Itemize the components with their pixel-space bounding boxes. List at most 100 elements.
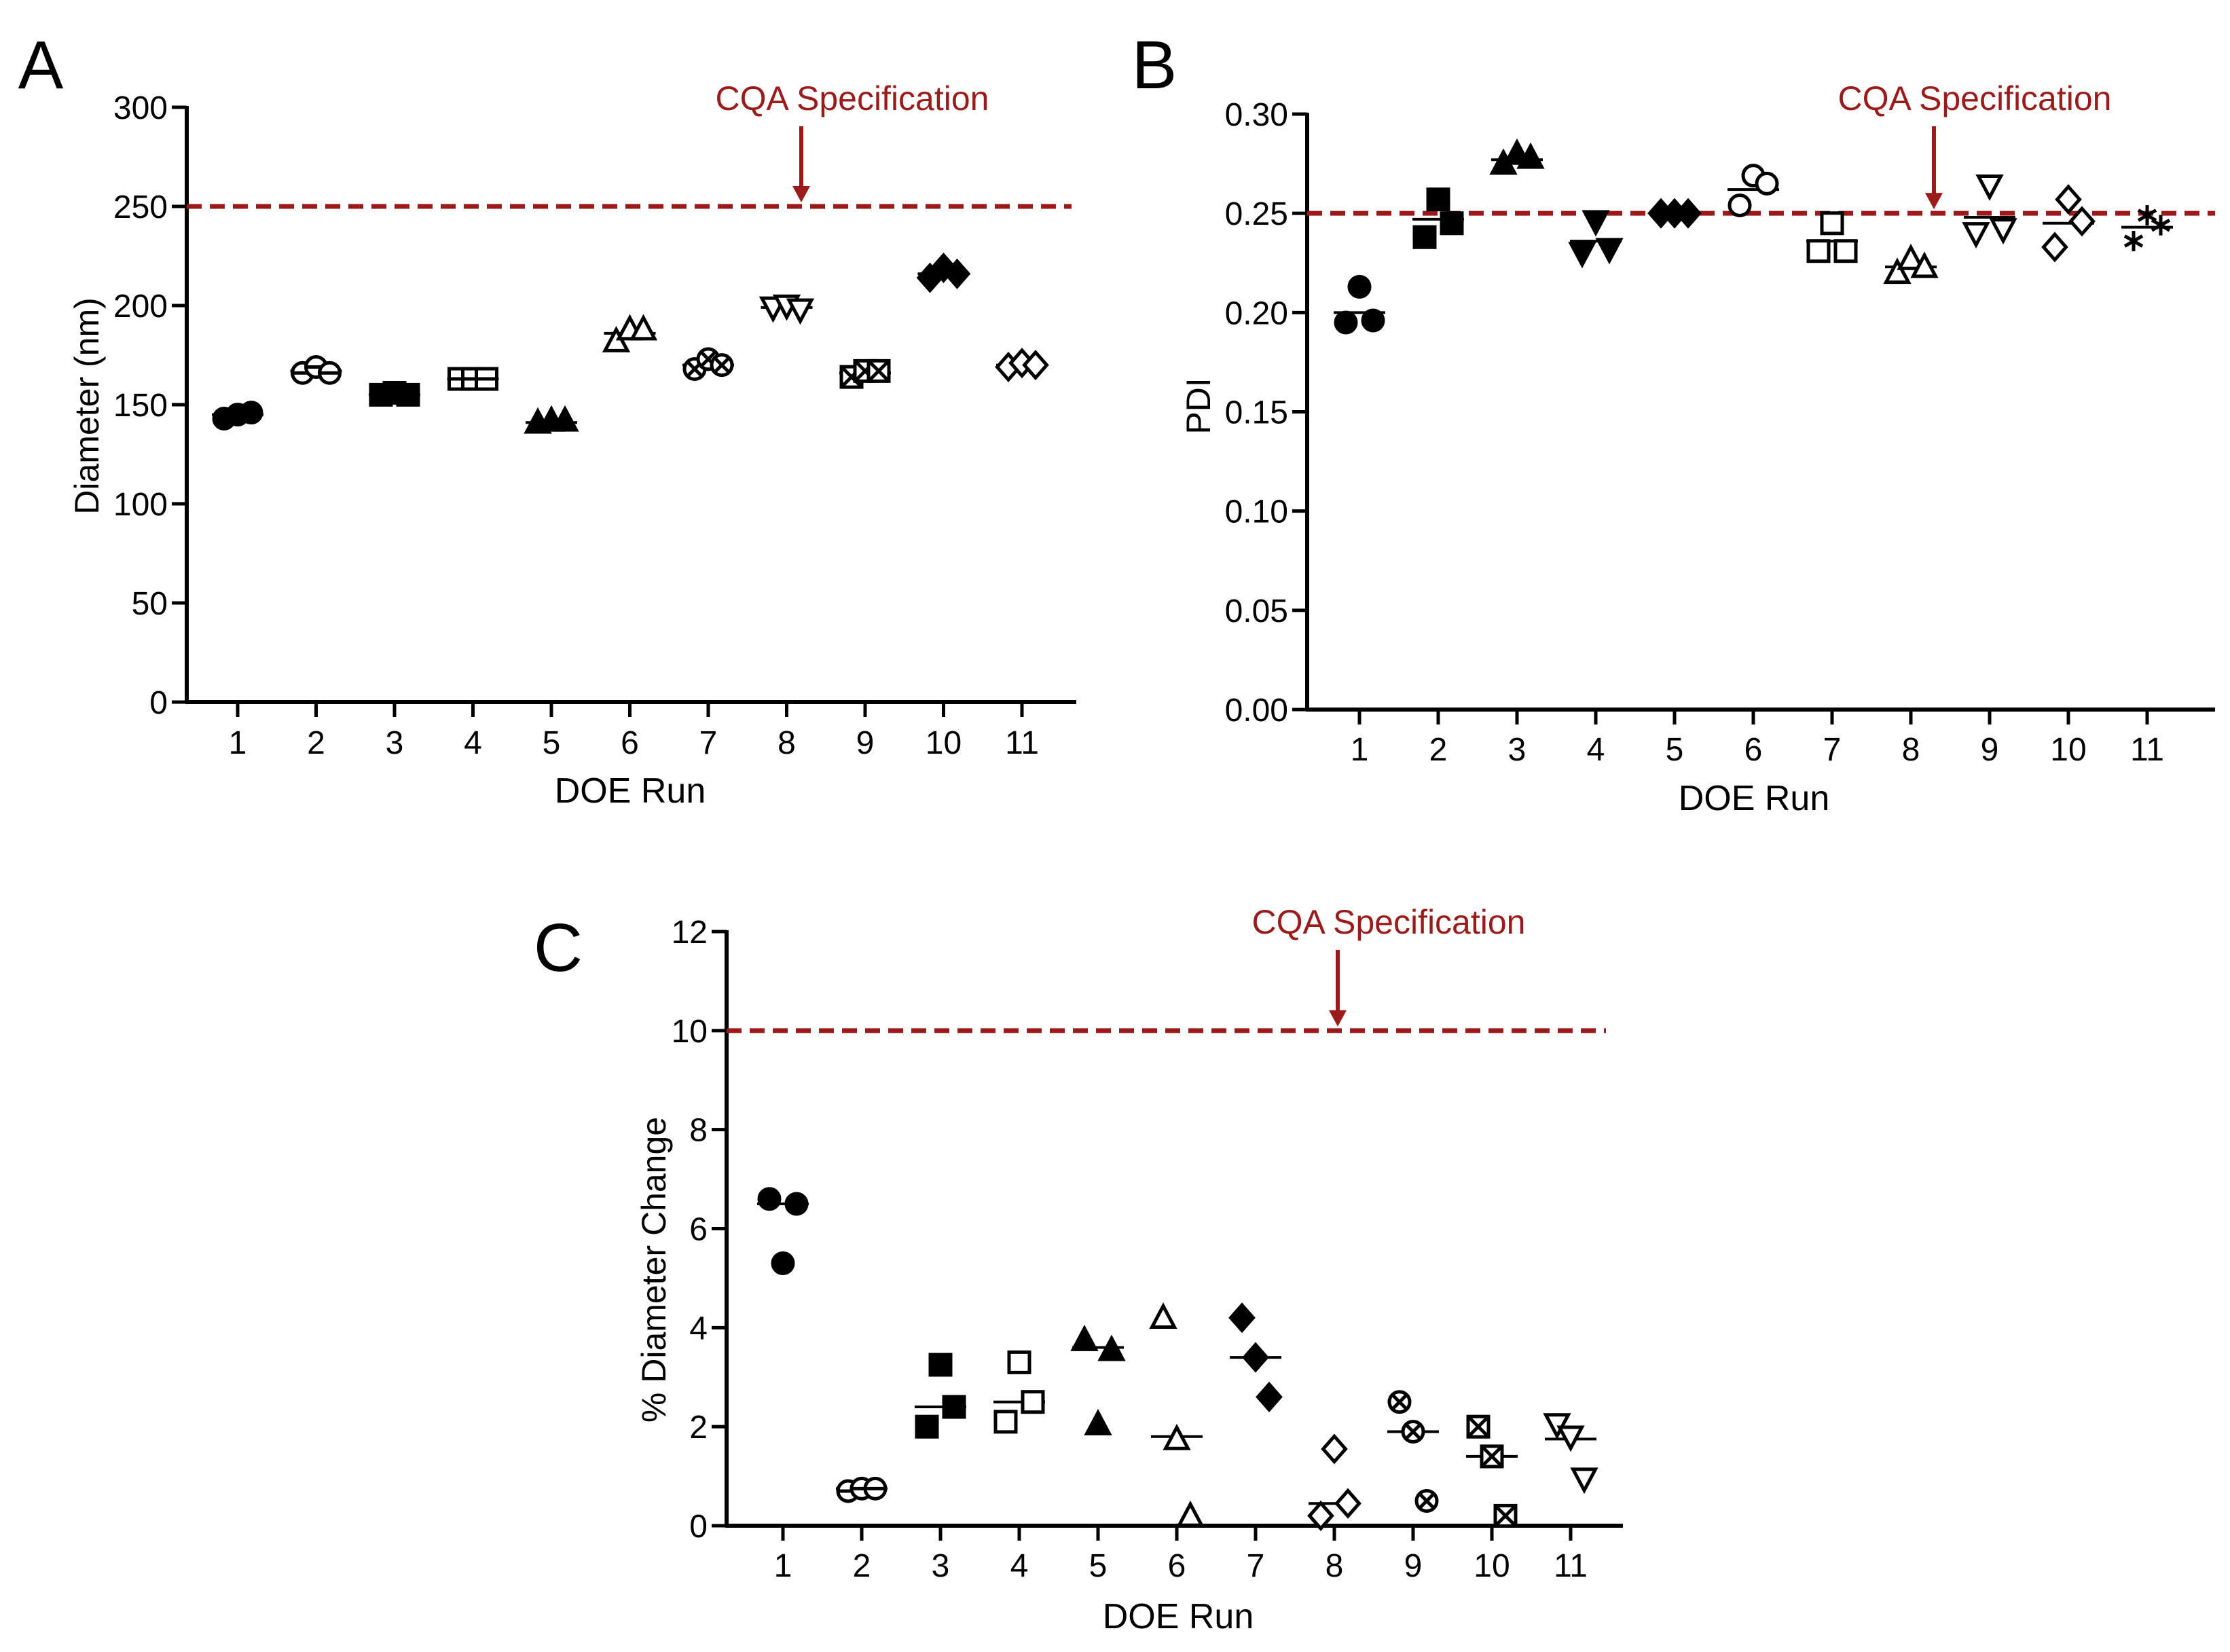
x-tick-label: 8 [1902, 732, 1920, 768]
y-tick-label: 200 [113, 289, 168, 325]
y-tick-label: 10 [672, 1014, 708, 1050]
panel-b: B PDI DOE Run CQA Specification 0.00 0.05… [1132, 27, 2215, 818]
panel-letter: C [534, 910, 583, 986]
data-point [2151, 215, 2171, 236]
data-point [1543, 1413, 1571, 1440]
data-point [915, 1414, 939, 1439]
x-tick-label: 5 [543, 725, 561, 761]
data-point [1516, 142, 1545, 169]
data-point [1401, 1419, 1425, 1444]
data-point [1070, 1324, 1099, 1351]
y-tick-label: 8 [689, 1113, 708, 1149]
x-axis-label: DOE Run [1679, 779, 1830, 818]
y-tick-label: 300 [113, 90, 168, 126]
x-tick-label: 6 [1168, 1548, 1186, 1584]
data-point [1149, 1302, 1177, 1329]
x-tick-label: 2 [307, 725, 325, 761]
data-point [1007, 1350, 1031, 1374]
data-point [784, 1192, 809, 1216]
y-tick-label: 0.30 [1225, 97, 1288, 133]
x-tick-label: 9 [856, 725, 875, 761]
x-tick-label: 4 [464, 725, 482, 761]
data-point [942, 1395, 966, 1419]
data-point [1466, 1414, 1491, 1439]
x-tick-label: 3 [386, 725, 404, 761]
data-point [239, 401, 263, 425]
y-tick-label: 0.05 [1225, 593, 1288, 629]
y-tick-label: 0 [689, 1509, 708, 1545]
data-point [928, 1353, 953, 1377]
y-tick-label: 250 [113, 189, 168, 225]
data-point [1228, 1302, 1256, 1334]
data-point [1387, 1390, 1412, 1414]
data-point [1675, 198, 1702, 229]
x-tick-label: 10 [926, 725, 962, 761]
y-tick-label: 0.10 [1225, 494, 1288, 530]
panel-letter: A [18, 27, 64, 103]
y-tick-label: 4 [689, 1310, 708, 1346]
data-point [475, 367, 498, 391]
data-point [1480, 1444, 1504, 1469]
x-tick-label: 4 [1010, 1548, 1029, 1584]
data-point [1321, 1433, 1348, 1465]
data-point [1084, 1408, 1112, 1435]
data-point [1426, 187, 1450, 212]
spec-annotation: CQA Specification [716, 79, 989, 117]
y-tick-label: 6 [689, 1212, 708, 1248]
x-tick-label: 1 [774, 1548, 792, 1584]
y-axis-label: % Diameter Change [635, 1117, 673, 1422]
data-point [1962, 222, 1990, 249]
data-point [757, 1187, 782, 1211]
data-point [551, 405, 579, 432]
spec-annotation: CQA Specification [1838, 79, 2112, 117]
data-point [1256, 1381, 1283, 1412]
data-point [318, 361, 342, 385]
data-point [629, 314, 658, 341]
data-point [1163, 1423, 1191, 1450]
data-point [1334, 310, 1358, 335]
panel-letter: B [1132, 27, 1177, 103]
x-tick-label: 8 [1326, 1548, 1344, 1584]
x-tick-label: 5 [1089, 1548, 1108, 1584]
data-point [1570, 1467, 1598, 1494]
data-point [1568, 242, 1596, 269]
y-tick-label: 0.15 [1225, 395, 1288, 431]
data-point [1595, 238, 1624, 265]
x-tick-label: 10 [2050, 732, 2086, 768]
data-point [1176, 1500, 1205, 1527]
data-point [2137, 205, 2157, 226]
data-point [1022, 350, 1049, 381]
x-tick-label: 7 [1247, 1548, 1265, 1584]
data-point [1021, 1390, 1045, 1414]
data-point [710, 353, 734, 378]
data-point [2068, 206, 2096, 237]
data-point [1975, 174, 2004, 201]
spec-annotation: CQA Specification [1252, 903, 1526, 941]
data-point [1412, 225, 1437, 249]
data-point [1989, 218, 2017, 245]
x-tick-label: 6 [621, 725, 639, 761]
data-point [2041, 232, 2068, 263]
x-tick-label: 9 [1981, 732, 1999, 768]
data-point [943, 258, 971, 289]
data-point [1806, 239, 1831, 263]
x-tick-label: 11 [2130, 732, 2164, 768]
x-tick-label: 4 [1587, 732, 1605, 768]
y-axis-label: PDI [1180, 378, 1218, 434]
x-axis-label: DOE Run [555, 771, 706, 811]
spec-arrowhead [1329, 1010, 1347, 1027]
data-point [1307, 1500, 1334, 1531]
data-point [1097, 1334, 1126, 1361]
y-axis-label: Diameter (nm) [68, 297, 106, 514]
y-tick-label: 0.25 [1225, 196, 1288, 232]
data-point [1883, 257, 1912, 284]
panel-c: C % Diameter Change DOE Run CQA Specific… [534, 903, 1623, 1636]
x-tick-label: 7 [1823, 732, 1842, 768]
data-point [1242, 1342, 1269, 1373]
data-point [771, 1251, 795, 1276]
x-tick-label: 2 [1429, 732, 1448, 768]
y-tick-label: 50 [132, 586, 168, 622]
x-axis-label: DOE Run [1103, 1597, 1254, 1636]
data-point [1556, 1425, 1585, 1452]
